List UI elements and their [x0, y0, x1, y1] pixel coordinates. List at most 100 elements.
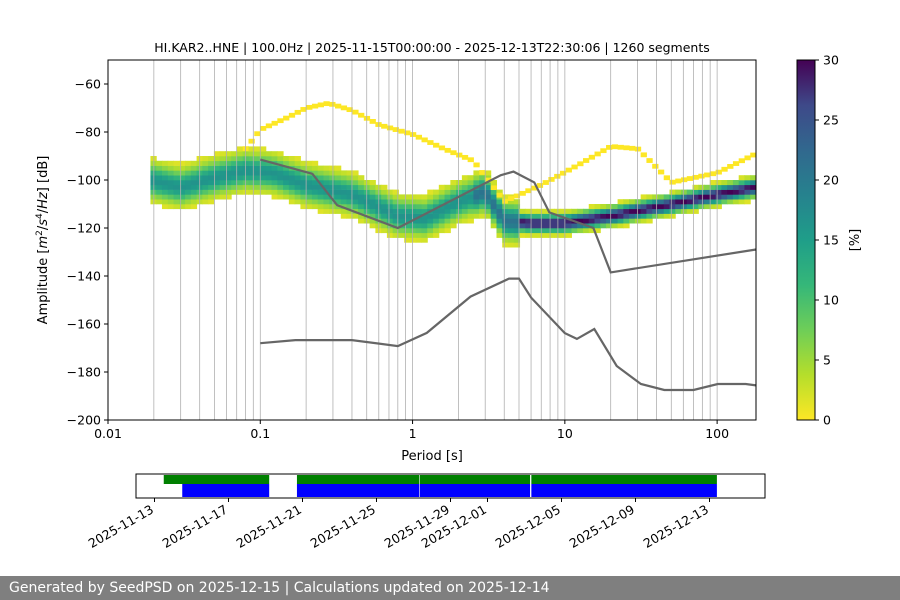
heat-cell: [254, 160, 261, 166]
heat-cell: [490, 218, 497, 224]
heat-cell: [525, 228, 532, 234]
heat-cell: [190, 160, 198, 166]
heat-cell: [444, 223, 451, 229]
heat-cell: [606, 204, 613, 210]
heat-cell: [340, 184, 348, 190]
heat-cell: [208, 175, 215, 181]
heat-cell: [300, 204, 307, 210]
heat-cell: [421, 204, 428, 210]
footer-status: Generated by SeedPSD on 2025-12-15 | Cal…: [0, 576, 900, 600]
heat-cell: [750, 194, 757, 200]
heat-cell: [173, 160, 180, 166]
heat-cell: [444, 184, 451, 190]
heat-cell: [283, 189, 290, 195]
heat-cell: [283, 184, 290, 190]
heat-cell: [571, 228, 578, 234]
heat-cell: [652, 199, 659, 205]
heat-cell: [369, 208, 376, 214]
heat-cell: [715, 169, 722, 175]
heat-cell: [265, 123, 273, 129]
heat-cell: [525, 188, 532, 194]
heat-cell: [519, 228, 526, 234]
heat-cell: [173, 180, 180, 186]
heat-cell: [531, 228, 538, 234]
x-tick-label: 1: [409, 426, 417, 441]
heat-cell: [156, 189, 163, 195]
heat-cell: [323, 208, 330, 214]
heat-cell: [202, 194, 209, 200]
heat-cell: [288, 170, 296, 176]
heat-cell: [415, 194, 423, 200]
heat-cell: [173, 194, 180, 200]
heat-cell: [727, 194, 734, 200]
heat-cell: [335, 189, 342, 195]
heat-cell: [161, 194, 169, 200]
heat-cell: [438, 223, 446, 229]
heat-cell: [352, 204, 359, 210]
heat-cell: [213, 194, 221, 200]
heat-cell: [386, 208, 394, 214]
heat-cell: [225, 189, 232, 195]
heat-cell: [329, 175, 336, 181]
x-tick-label: 0.1: [250, 426, 270, 441]
heat-cell: [554, 218, 561, 224]
y-tick-label: −100: [67, 173, 101, 188]
heat-cell: [490, 199, 497, 205]
heat-cell: [190, 184, 198, 190]
heat-cell: [640, 152, 647, 158]
colorbar-tick-label: 15: [823, 233, 839, 248]
heat-cell: [496, 232, 503, 238]
heat-cell: [404, 199, 411, 205]
heat-cell: [669, 194, 676, 200]
heat-cell: [427, 194, 434, 200]
heat-cell: [260, 175, 267, 181]
heat-cell: [433, 228, 440, 234]
heat-cell: [461, 180, 469, 186]
heat-cell: [502, 237, 509, 243]
heat-cell: [438, 189, 446, 195]
heat-cell: [686, 176, 694, 181]
heat-cell: [508, 242, 515, 248]
heat-cell: [179, 165, 186, 171]
heat-cell: [179, 204, 186, 210]
heat-cell: [427, 223, 434, 229]
heat-cell: [190, 199, 198, 205]
heat-cell: [386, 189, 394, 195]
heat-cell: [358, 199, 365, 205]
heat-cell: [508, 228, 515, 234]
heat-cell: [300, 107, 307, 112]
heat-cell: [283, 180, 290, 186]
heat-cell: [288, 112, 296, 118]
heat-cell: [427, 189, 434, 195]
heat-cell: [294, 109, 301, 115]
heat-cell: [415, 199, 423, 205]
heat-cell: [450, 150, 457, 156]
heat-cell: [490, 213, 497, 219]
heat-cell: [358, 175, 365, 181]
heat-cell: [738, 175, 745, 181]
heat-cell: [709, 189, 717, 195]
heat-cell: [208, 170, 215, 176]
heat-cell: [588, 223, 596, 229]
heat-cell: [513, 228, 521, 234]
heat-cell: [744, 175, 751, 181]
heat-cell: [623, 199, 630, 205]
heat-cell: [409, 132, 417, 137]
heat-cell: [156, 170, 163, 176]
heat-cell: [288, 189, 296, 195]
heat-cell: [392, 194, 399, 200]
heat-cell: [346, 180, 353, 186]
heat-cell: [340, 175, 348, 181]
heat-cell: [398, 199, 405, 205]
heat-cell: [617, 223, 624, 229]
heat-cell: [311, 103, 319, 109]
heat-cell: [340, 105, 348, 111]
heat-cell: [450, 189, 457, 195]
heat-cell: [438, 228, 446, 234]
heat-cell: [392, 127, 399, 132]
heat-cell: [213, 165, 221, 171]
heat-cell: [600, 148, 607, 154]
heat-cell: [340, 180, 348, 186]
heat-cell: [548, 223, 555, 229]
heat-cell: [467, 213, 474, 219]
